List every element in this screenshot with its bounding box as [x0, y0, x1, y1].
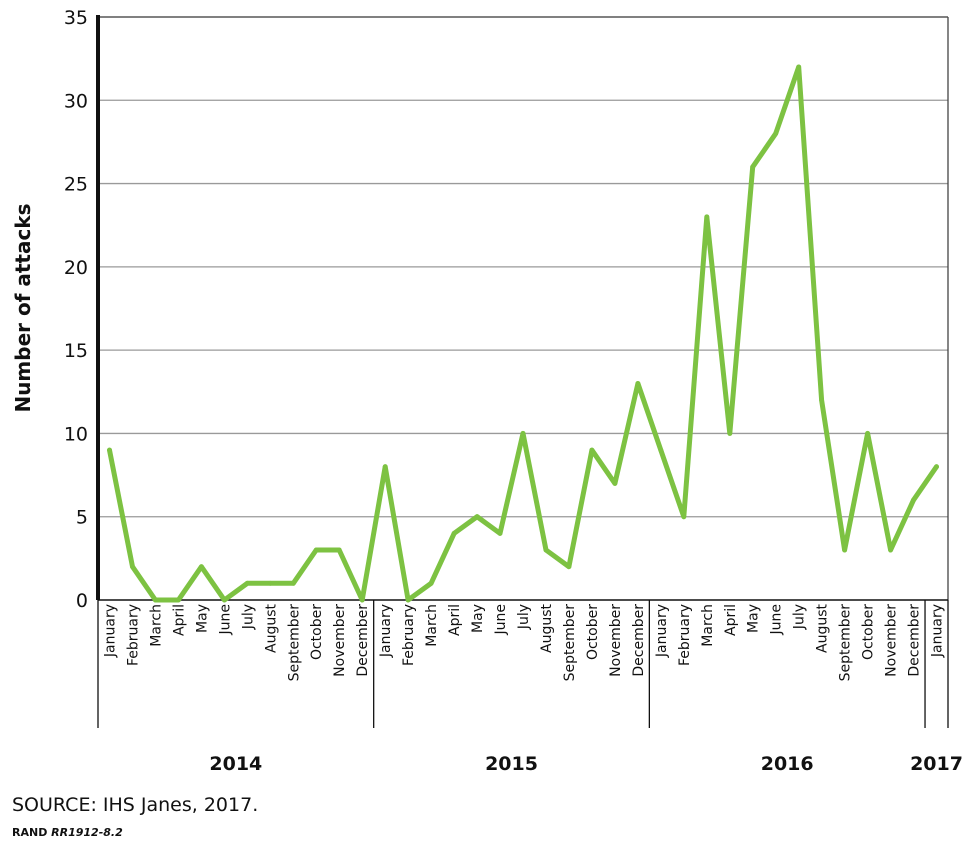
data-point: [267, 580, 273, 586]
x-tick-label: January: [930, 604, 946, 658]
data-point: [750, 164, 756, 170]
data-point: [222, 597, 227, 603]
series-line: [107, 64, 939, 603]
x-tick-label: February: [401, 604, 417, 666]
data-point: [704, 214, 710, 220]
x-tick-label: September: [286, 604, 302, 682]
data-point: [199, 564, 204, 570]
data-point: [865, 431, 870, 436]
data-point: [290, 580, 296, 586]
data-point: [336, 547, 342, 553]
y-tick-label: 30: [64, 90, 88, 112]
x-tick-label: March: [424, 604, 440, 647]
x-tick-label: February: [677, 604, 693, 666]
data-point: [130, 564, 135, 570]
data-point: [520, 431, 526, 436]
x-tick-label: September: [562, 604, 578, 682]
x-tick-label: July: [240, 604, 256, 630]
line-chart: 0 5 10 15 20 25 30 35 January February March April…: [11, 7, 963, 775]
x-tick-label: February: [125, 604, 141, 666]
x-tick-label: June: [217, 604, 233, 636]
data-point: [244, 580, 250, 586]
y-axis-ticks: 0 5 10 15 20 25 30 35: [64, 7, 88, 612]
data-point: [612, 481, 618, 486]
data-point: [796, 64, 802, 70]
x-tick-label: July: [792, 604, 808, 630]
x-tick-label: May: [470, 604, 486, 633]
data-point: [428, 580, 434, 586]
data-point: [107, 447, 112, 453]
credit-id: RR1912-8.2: [51, 826, 123, 839]
x-tick-label: August: [539, 603, 555, 653]
x-tick-label: March: [148, 604, 164, 647]
year-label: 2016: [761, 753, 814, 775]
x-tick-label: October: [861, 604, 877, 660]
data-point: [566, 564, 572, 570]
data-point: [773, 131, 779, 137]
x-tick-label: December: [355, 604, 371, 677]
data-point: [681, 514, 687, 520]
y-tick-label: 20: [64, 257, 88, 279]
year-labels: 2014 2015 2016 2017: [97, 600, 963, 775]
x-tick-label: August: [263, 603, 279, 653]
credit-prefix: RAND: [12, 826, 52, 839]
x-tick-label: June: [493, 604, 509, 636]
x-tick-label: November: [332, 604, 348, 677]
x-tick-label: January: [102, 604, 118, 658]
data-point: [405, 597, 411, 603]
year-label: 2014: [209, 753, 262, 775]
x-tick-label: April: [171, 604, 187, 636]
x-tick-label: June: [769, 604, 785, 636]
y-tick-label: 35: [64, 7, 88, 29]
data-point: [359, 597, 365, 603]
year-label: 2017: [910, 753, 963, 775]
y-tick-label: 25: [64, 174, 88, 196]
y-tick-label: 15: [64, 340, 88, 362]
data-point: [474, 514, 480, 520]
data-point: [658, 447, 664, 453]
x-tick-label: January: [378, 604, 394, 658]
x-tick-label: April: [447, 604, 463, 636]
x-tick-label: May: [194, 604, 210, 633]
x-tick-label: August: [815, 603, 831, 653]
data-point: [153, 597, 158, 603]
x-tick-label: October: [309, 604, 325, 660]
data-point: [635, 381, 641, 386]
data-point: [497, 531, 503, 536]
x-tick-label: January: [654, 604, 670, 658]
data-point: [819, 397, 824, 403]
data-point: [543, 547, 549, 553]
data-point: [934, 464, 939, 470]
source-note: SOURCE: IHS Janes, 2017.: [12, 794, 259, 816]
data-point: [911, 497, 916, 503]
x-tick-label: May: [746, 604, 762, 633]
data-point: [176, 597, 181, 603]
x-axis-ticks: January February March April May June July Augu…: [102, 603, 945, 681]
y-tick-label: 5: [76, 507, 88, 529]
data-point: [888, 547, 893, 553]
year-label: 2015: [485, 753, 538, 775]
x-tick-label: December: [631, 604, 647, 677]
x-tick-label: April: [723, 604, 739, 636]
data-point: [451, 531, 457, 536]
x-tick-label: September: [838, 604, 854, 682]
data-point: [382, 464, 388, 470]
data-point: [313, 547, 319, 553]
x-tick-label: October: [585, 604, 601, 660]
data-point: [842, 547, 847, 553]
x-tick-label: July: [516, 604, 532, 630]
data-point: [727, 431, 733, 436]
x-tick-label: March: [700, 604, 716, 647]
data-point: [589, 447, 595, 453]
series-layer: [107, 64, 939, 603]
x-tick-label: November: [608, 604, 624, 677]
y-tick-label: 10: [64, 423, 88, 445]
y-tick-label: 0: [76, 590, 88, 612]
x-tick-label: November: [884, 604, 900, 677]
y-axis-label: Number of attacks: [11, 203, 35, 412]
x-tick-label: December: [907, 604, 923, 677]
axes: [96, 15, 949, 601]
figure-credit: RAND RR1912-8.2: [12, 826, 123, 839]
